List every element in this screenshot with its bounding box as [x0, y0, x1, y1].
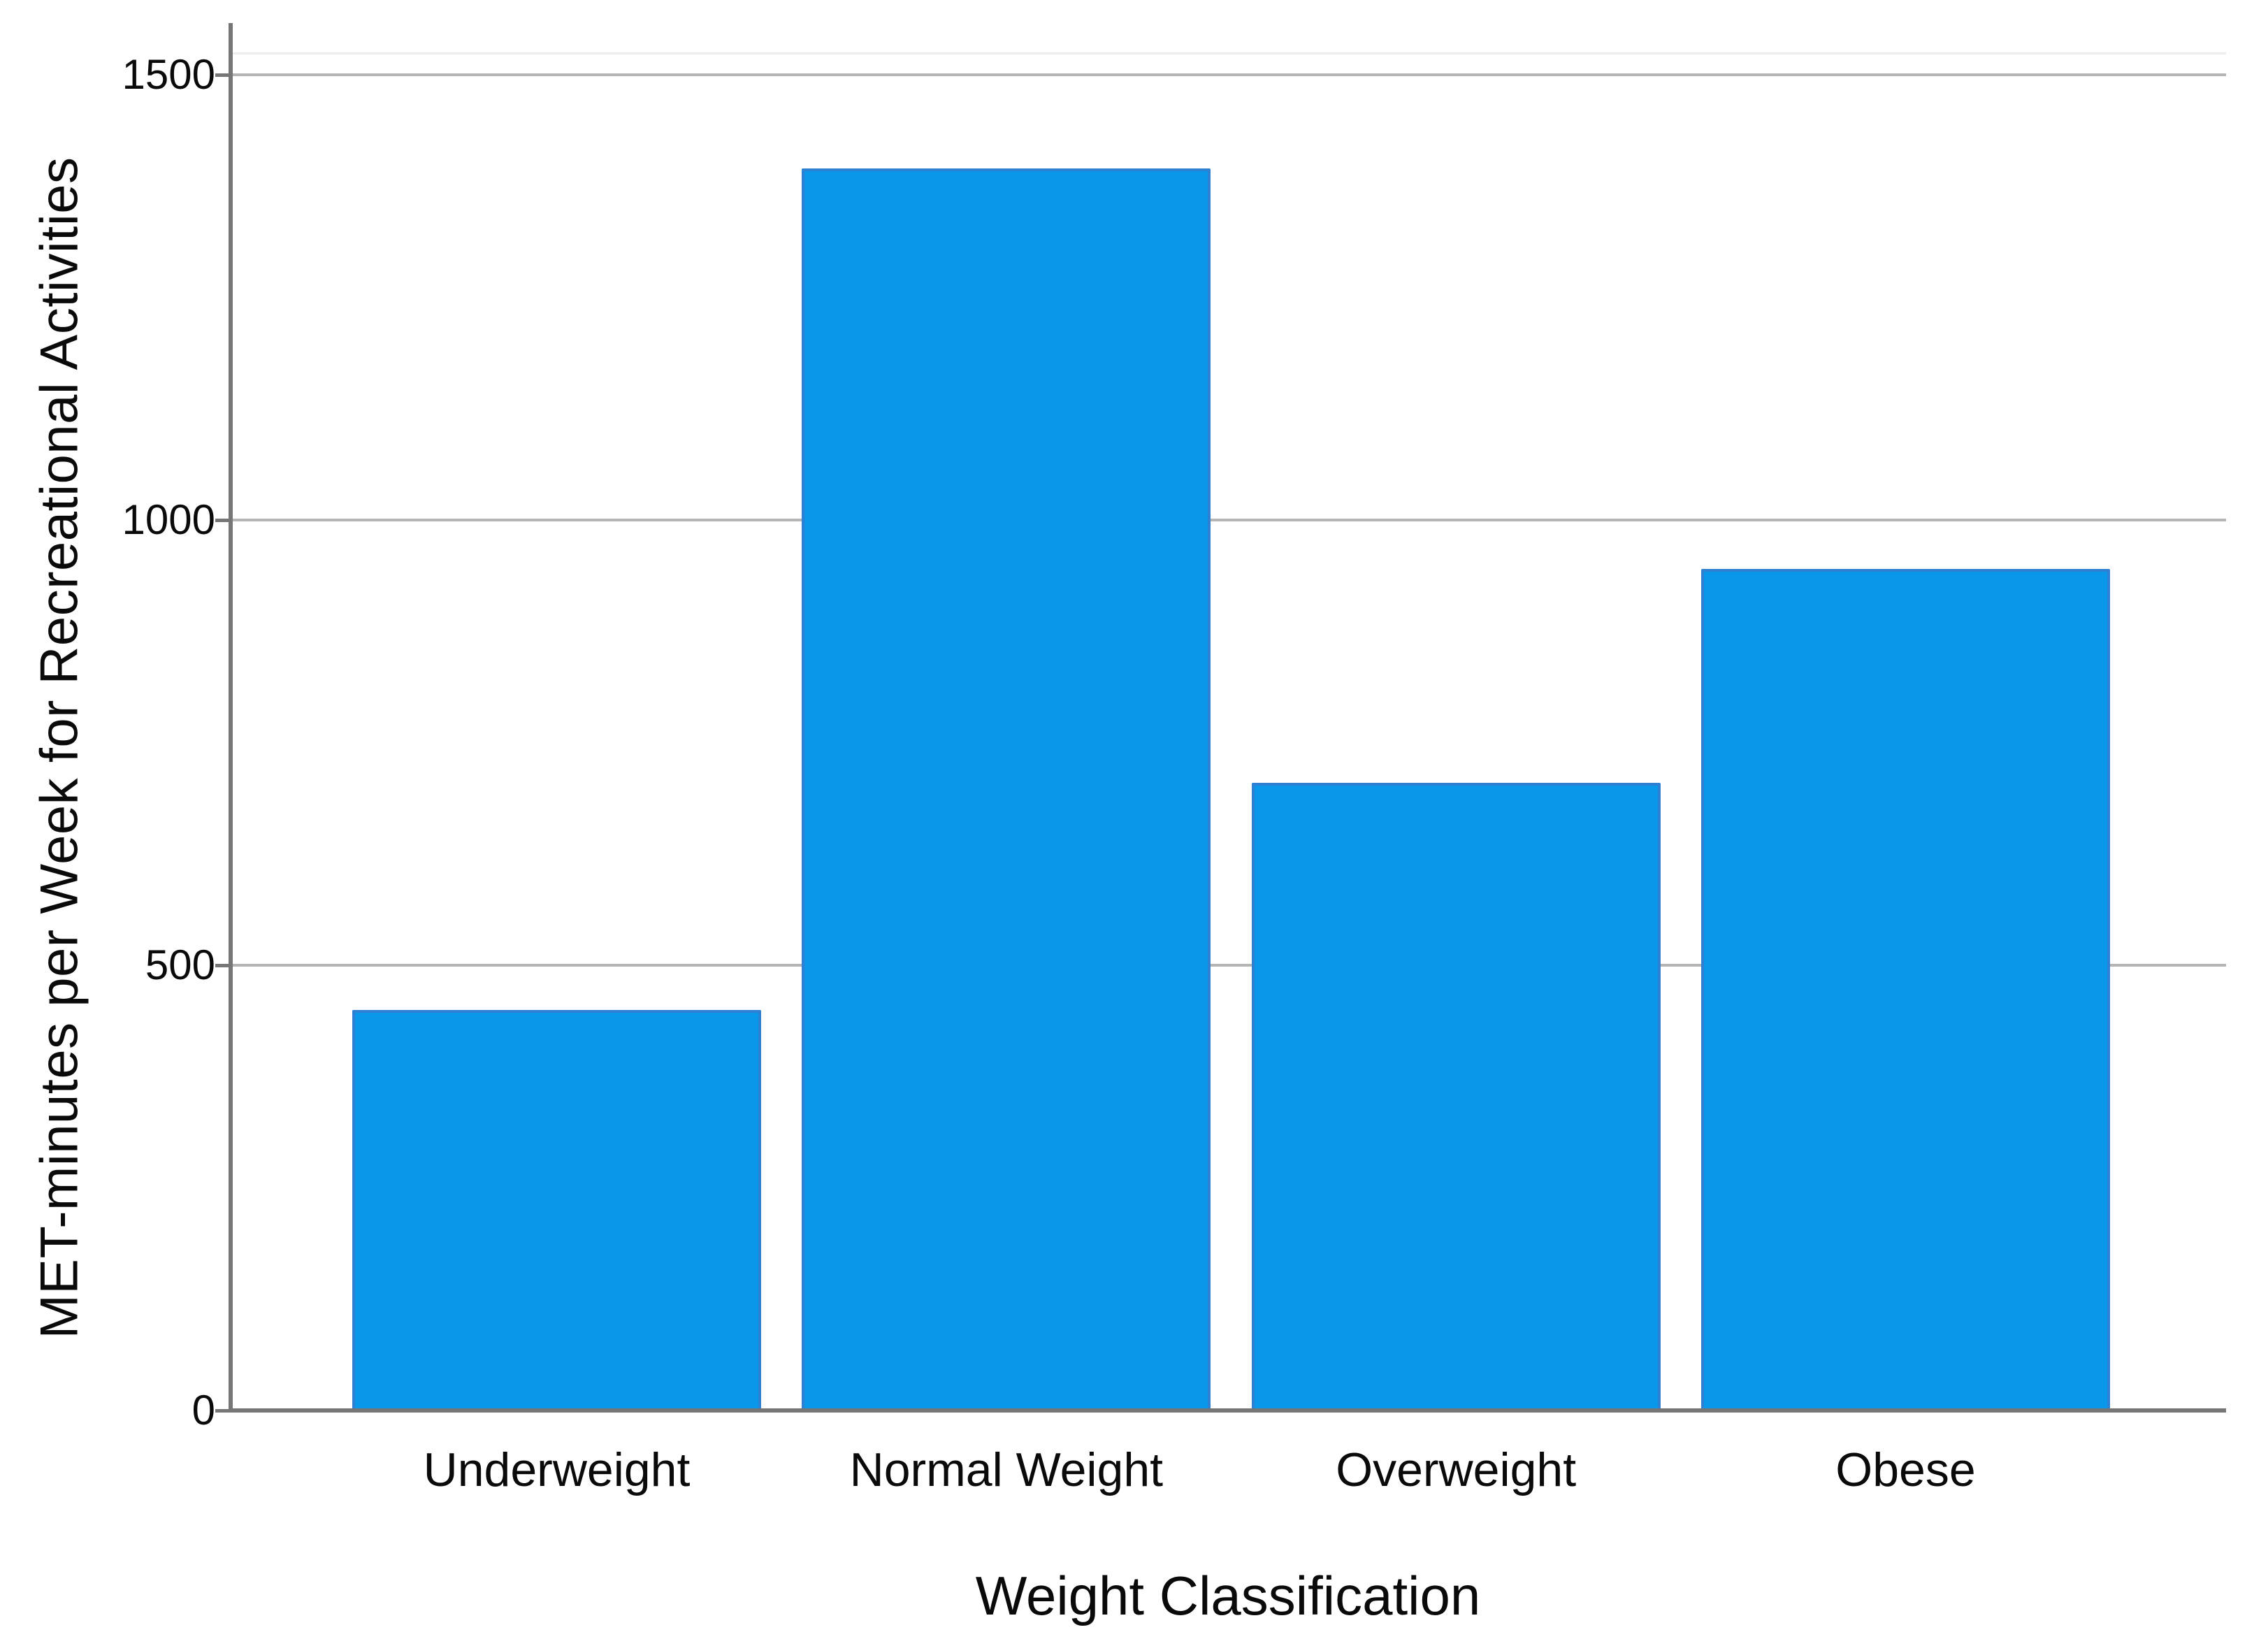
x-category-label-obese: Obese: [1835, 1443, 1976, 1496]
y-tick-label-500: 500: [145, 941, 215, 988]
x-category-label-normal-weight: Normal Weight: [849, 1443, 1164, 1496]
y-axis-line: [229, 23, 233, 1413]
y-tick-0: [215, 1408, 231, 1413]
x-category-label-underweight: Underweight: [423, 1443, 691, 1496]
y-tick-500: [215, 963, 231, 967]
gridline-500: [231, 964, 2226, 967]
y-tick-label-0: 0: [192, 1387, 215, 1434]
bar-normal-weight: [802, 168, 1211, 1409]
x-axis-title: Weight Classification: [975, 1565, 1481, 1626]
y-tick-1500: [215, 73, 231, 77]
y-tick-label-1000: 1000: [122, 496, 215, 543]
x-axis-line: [229, 1408, 2226, 1413]
bar-overweight: [1251, 782, 1661, 1409]
bar-obese: [1700, 569, 2110, 1409]
y-tick-1000: [215, 518, 231, 522]
plot-top-border: [231, 52, 2226, 55]
y-tick-label-1500: 1500: [122, 51, 215, 98]
x-category-label-overweight: Overweight: [1336, 1443, 1577, 1496]
gridline-1000: [231, 519, 2226, 521]
gridline-1500: [231, 73, 2226, 76]
bar-underweight: [352, 1009, 761, 1409]
